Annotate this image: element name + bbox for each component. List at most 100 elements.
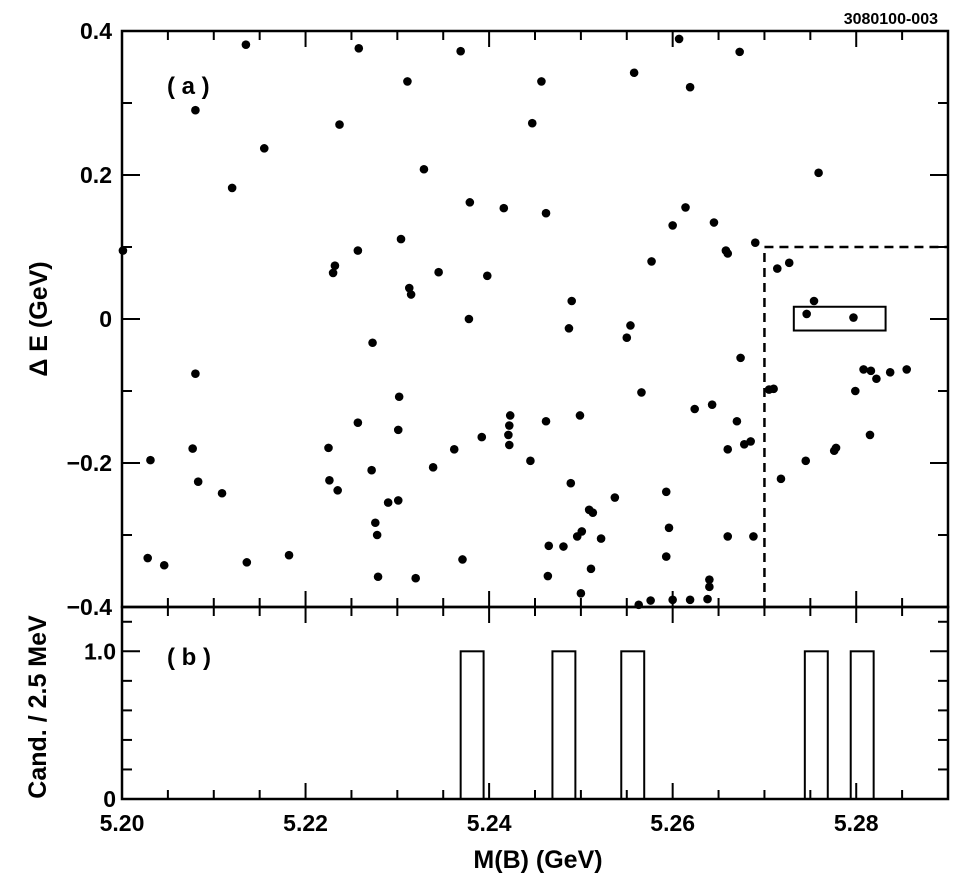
data-point — [809, 296, 819, 306]
data-point — [872, 374, 881, 384]
data-point — [746, 437, 755, 446]
data-point — [735, 47, 744, 57]
panel-b-histogram: ( b ) 0 1.0 Cand. / 2.5 MeV — [24, 605, 950, 812]
panel-b-ticks — [121, 607, 949, 800]
panel-a-y-tick-labels: −0.4 −0.2 0 0.2 0.4 — [67, 18, 113, 620]
data-point — [465, 198, 475, 207]
figure-id: 3080100-003 — [844, 11, 938, 28]
data-point — [736, 353, 745, 363]
data-point — [328, 268, 338, 278]
data-point — [661, 487, 671, 497]
data-point — [564, 324, 574, 333]
data-point — [449, 445, 459, 454]
data-point — [335, 120, 344, 129]
data-point — [626, 321, 635, 330]
data-point — [541, 416, 551, 426]
data-point — [802, 309, 811, 319]
data-point — [217, 488, 227, 498]
x-tick-label: 5.26 — [650, 810, 695, 836]
data-point — [685, 595, 695, 605]
data-point — [567, 296, 577, 306]
data-point — [434, 267, 443, 277]
panel-a-frame — [120, 29, 950, 609]
data-point — [629, 68, 639, 78]
data-point — [191, 105, 200, 115]
data-point — [372, 530, 382, 540]
x-axis-title: M(B) (GeV) — [473, 846, 602, 874]
data-point — [829, 446, 839, 456]
data-point — [572, 532, 582, 541]
data-point — [723, 445, 733, 454]
panel-a-label: ( a ) — [167, 73, 210, 100]
y-tick-label: 1.0 — [84, 638, 116, 664]
x-tick-label: 5.28 — [834, 810, 879, 836]
data-point — [383, 498, 393, 507]
data-point — [776, 474, 786, 484]
data-point — [543, 571, 553, 581]
panel-b-frame — [120, 605, 950, 801]
data-point — [668, 595, 677, 605]
data-point — [709, 218, 719, 227]
data-point — [566, 478, 576, 488]
data-point — [661, 552, 671, 561]
data-point — [505, 421, 514, 430]
data-point — [750, 238, 760, 247]
data-point — [646, 596, 655, 605]
data-point — [664, 523, 674, 533]
data-point — [576, 589, 586, 598]
data-point — [705, 582, 714, 592]
data-point — [396, 234, 406, 244]
data-point — [118, 246, 128, 255]
data-point — [456, 46, 465, 56]
data-point — [411, 573, 420, 583]
data-point — [353, 246, 363, 255]
data-point — [143, 553, 152, 563]
data-point — [637, 388, 646, 397]
x-tick-labels: 5.20 5.22 5.24 5.26 5.28 — [100, 810, 879, 836]
data-point — [865, 430, 875, 440]
data-point — [394, 392, 404, 402]
data-point — [505, 440, 514, 450]
histogram-bar — [459, 650, 485, 800]
data-point — [705, 575, 714, 584]
data-point — [851, 386, 860, 396]
data-point — [596, 534, 606, 543]
y-tick-label: −0.2 — [67, 450, 112, 476]
data-point — [242, 558, 252, 567]
data-point — [353, 418, 363, 427]
data-point — [527, 118, 537, 128]
panel-a-points — [118, 34, 911, 610]
data-point — [477, 432, 487, 442]
data-point — [647, 257, 656, 266]
panel-b-y-axis-title: Cand. / 2.5 MeV — [24, 615, 52, 799]
y-tick-label: 0.2 — [80, 162, 112, 188]
y-tick-label: 0 — [103, 786, 116, 812]
data-point — [703, 594, 712, 604]
data-point — [723, 532, 733, 541]
histogram-bar — [551, 650, 577, 800]
data-point — [526, 456, 535, 466]
data-point — [367, 465, 376, 475]
data-point — [902, 365, 911, 374]
x-tick-label: 5.20 — [100, 810, 145, 836]
y-tick-label: −0.4 — [67, 594, 113, 620]
data-point — [324, 443, 333, 453]
data-point — [749, 532, 758, 541]
data-point — [668, 221, 677, 230]
data-point — [681, 203, 690, 212]
panel-b-label: ( b ) — [167, 644, 211, 671]
data-point — [259, 144, 269, 153]
data-point — [541, 208, 551, 218]
panel-b-bars — [459, 650, 875, 800]
data-point — [284, 550, 294, 560]
data-point — [610, 493, 620, 502]
data-point — [674, 34, 684, 44]
data-point — [464, 314, 474, 324]
data-point — [159, 560, 169, 570]
histogram-bar — [620, 650, 646, 800]
data-point — [586, 564, 596, 574]
data-point — [428, 463, 438, 472]
data-point — [227, 183, 237, 193]
data-point — [885, 367, 895, 377]
